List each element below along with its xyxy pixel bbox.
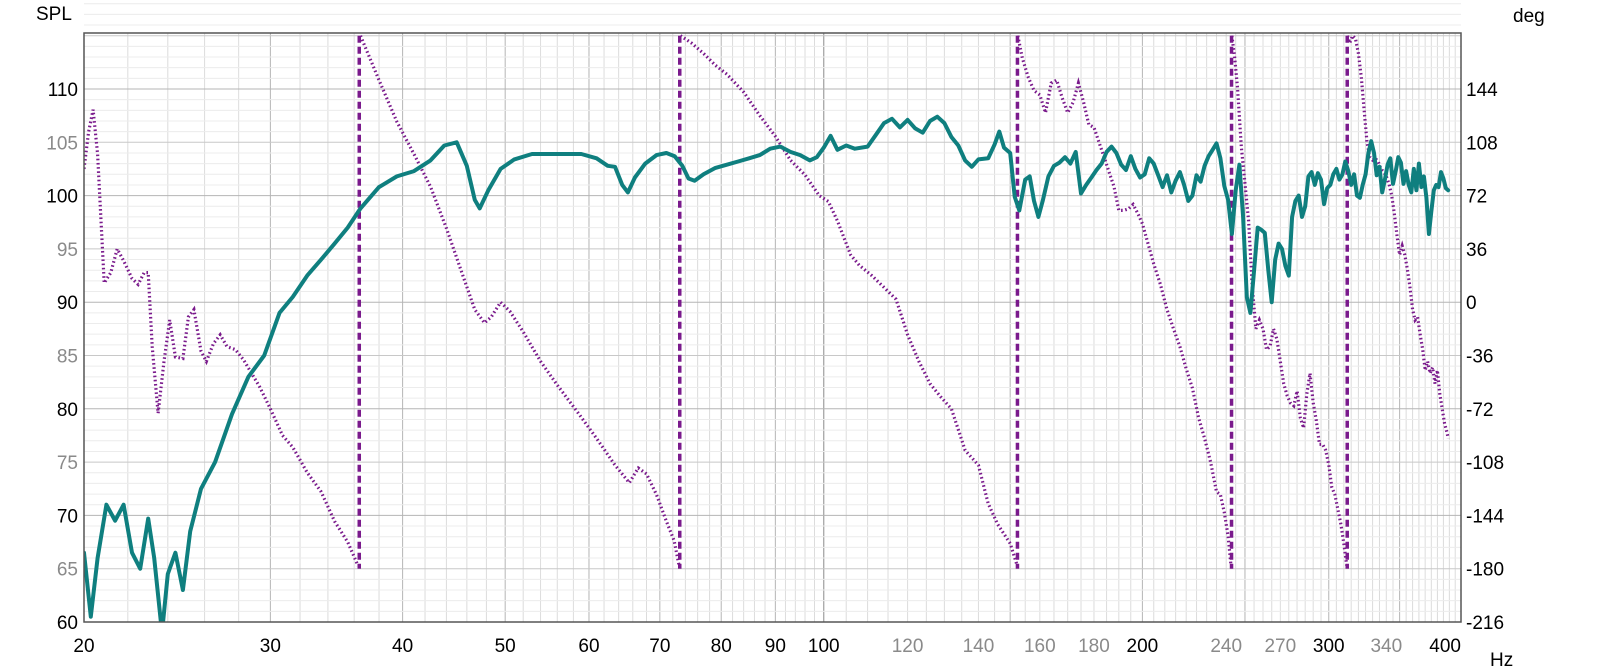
right-y-tick-label: 72 [1466,187,1487,208]
right-y-tick-label: 0 [1466,293,1477,314]
right-y-tick-label: 36 [1466,240,1487,261]
left-y-tick-label: 60 [57,613,78,634]
x-tick-label: 270 [1264,636,1296,657]
x-tick-label: 70 [649,636,670,657]
x-tick-label: 200 [1127,636,1159,657]
left-y-tick-label: 100 [46,187,78,208]
x-tick-label: 90 [765,636,786,657]
phase-series-line [84,109,360,567]
x-axis-ticks: 20 30 40 50 60 70 80 90 100 120 140 160 180 200 240 270… [73,636,1461,657]
series-layer [84,33,1451,622]
x-tick-label: 160 [1024,636,1056,657]
right-y-tick-label: 144 [1466,80,1498,101]
right-axis-title: deg [1513,6,1545,27]
left-y-tick-label: 95 [57,240,78,261]
phase-series-line [1016,35,1233,566]
left-y-tick-label: 105 [46,133,78,154]
x-tick-label: 180 [1078,636,1110,657]
right-y-tick-label: -36 [1466,347,1493,368]
x-tick-label: 30 [260,636,281,657]
x-tick-label: 240 [1210,636,1242,657]
plot-frame [83,32,1462,623]
phase-series-line [679,34,1019,567]
left-y-tick-label: 110 [48,80,78,101]
x-tick-label: 140 [963,636,995,657]
left-y-tick-label: 75 [57,453,78,474]
right-y-tick-label: -216 [1466,613,1504,634]
right-y-tick-label: -108 [1466,453,1504,474]
x-tick-label: 300 [1313,636,1345,657]
x-tick-label: 100 [808,636,840,657]
right-y-tick-label: -180 [1466,560,1504,581]
x-tick-label: 340 [1370,636,1402,657]
x-tick-label: 50 [495,636,516,657]
right-y-axis-ticks: 144 108 72 36 0 -36 -72 -108 -144 -180 -216 [1466,80,1504,634]
spl-series-line [84,114,1451,622]
left-axis-title: SPL [36,4,72,25]
right-y-tick-label: -144 [1466,506,1504,527]
right-y-tick-label: 108 [1466,133,1498,154]
x-tick-label: 60 [578,636,599,657]
right-y-tick-label: -72 [1466,400,1493,421]
left-y-tick-label: 65 [57,560,78,581]
left-y-tick-label: 90 [57,293,78,314]
left-y-tick-label: 85 [57,347,78,368]
x-tick-label: 40 [392,636,413,657]
left-y-axis-ticks: 60 65 70 75 80 85 90 95 100 105 110 [46,80,78,634]
x-tick-label: 400 [1429,636,1461,657]
x-tick-label: 80 [711,636,732,657]
left-y-tick-label: 80 [57,400,78,421]
left-y-tick-label: 70 [57,506,78,527]
x-tick-label: 20 [73,636,94,657]
x-tick-label: 120 [892,636,924,657]
x-axis-unit: Hz [1490,650,1513,671]
